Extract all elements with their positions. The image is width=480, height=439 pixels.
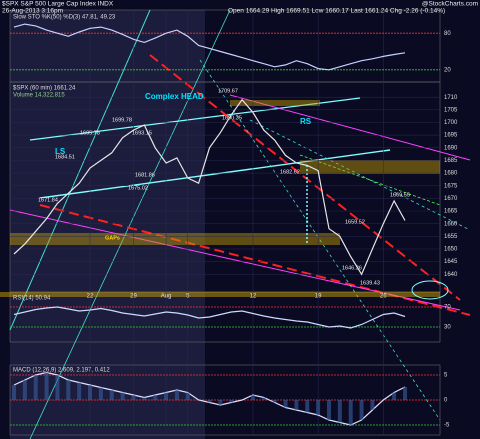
x-tick-label: 26	[380, 294, 387, 300]
point-label: 1690.35	[222, 115, 242, 121]
histogram-bar	[88, 385, 93, 400]
point-label: 1659.52	[345, 219, 365, 225]
y-tick-label: 80	[444, 31, 451, 37]
histogram-bar	[164, 392, 169, 400]
panel-label: RSI(14) 50.94	[13, 296, 51, 302]
point-label: 1639.43	[360, 280, 380, 286]
point-label: 1709.67	[218, 88, 238, 94]
y-tick-label: 70	[444, 305, 451, 311]
histogram-bar	[131, 395, 136, 400]
histogram-bar	[33, 375, 38, 400]
y-tick-label: 5	[444, 373, 448, 379]
point-label: 1693.15	[132, 130, 152, 136]
y-tick-label: 1695	[444, 133, 458, 139]
histogram-bar	[250, 395, 255, 400]
panel-label: Slow STO %K(50) %D(3) 47.81, 49.23	[13, 15, 116, 21]
point-label: 1695.78	[80, 130, 100, 136]
point-label: 1684.51	[55, 154, 75, 160]
histogram-bar	[392, 392, 397, 400]
y-tick-label: 20	[444, 67, 451, 73]
annotation-label: Complex HEAD	[145, 92, 204, 101]
series-line	[13, 306, 406, 329]
histogram-bar	[272, 400, 277, 403]
histogram-bar	[98, 387, 103, 400]
histogram-bar	[44, 372, 49, 400]
x-tick-label: 29	[130, 294, 137, 300]
histogram-bar	[120, 392, 125, 400]
y-tick-label: 1670	[444, 196, 458, 202]
histogram-bar	[337, 400, 342, 423]
panel-label: MACD (12,26,9) 2.609, 2.197, 0.412	[13, 368, 110, 374]
point-label: 1682.62	[280, 169, 300, 175]
histogram-bar	[77, 382, 82, 400]
histogram-bar	[12, 385, 16, 400]
trend-lines	[0, 9, 471, 439]
histogram-bar	[142, 397, 147, 400]
histogram-bar	[207, 400, 212, 403]
histogram-bar	[305, 400, 310, 413]
point-label: 1675.02	[128, 185, 148, 191]
point-label: 1681.86	[135, 172, 155, 178]
y-tick-label: 1700	[444, 120, 458, 126]
source: @StockCharts.com	[422, 1, 478, 8]
subtitle: 26-Aug-2013 3:16pm	[2, 8, 63, 15]
panel-label: $SPX (60 min) 1661.24	[13, 86, 76, 92]
histogram-bar	[294, 400, 299, 410]
histogram-bar	[403, 386, 407, 400]
series-line	[13, 98, 406, 276]
y-tick-label: 0	[444, 398, 448, 404]
y-tick-label: 1680	[444, 171, 458, 177]
histogram-bar	[55, 375, 60, 400]
annotation-label: RS	[300, 117, 312, 126]
point-label: 1646.36	[342, 265, 362, 271]
histogram-bar	[283, 400, 288, 408]
histogram-bar	[109, 390, 114, 400]
y-tick-label: 1705	[444, 107, 458, 113]
histogram-bar	[66, 380, 71, 400]
y-tick-label: -5	[444, 423, 450, 429]
y-tick-label: 1710	[444, 95, 458, 101]
annotation-label: GAPs	[105, 235, 120, 241]
y-tick-label: 1665	[444, 209, 458, 215]
volume-label: Volume 14,322,815	[13, 93, 65, 99]
histogram-bar	[359, 400, 364, 420]
y-tick-label: 1650	[444, 247, 458, 253]
histogram-bar	[370, 400, 375, 410]
title: $SPX S&P 500 Large Cap Index INDX	[2, 1, 114, 8]
point-label: 1671.84	[38, 197, 58, 203]
shaded-region	[10, 10, 205, 439]
histogram-bar	[22, 380, 27, 400]
annotation-label: LS	[55, 147, 66, 156]
y-tick-label: 1675	[444, 183, 458, 189]
quote: Open 1664.29 High 1669.51 Low 1660.17 La…	[228, 8, 445, 15]
y-tick-label: 1645	[444, 259, 458, 265]
histogram-bar	[153, 395, 158, 400]
x-tick-label: 22	[87, 294, 94, 300]
y-tick-label: 1685	[444, 158, 458, 164]
point-label: 1669.55	[390, 192, 410, 198]
y-tick-label: 30	[444, 325, 451, 331]
histogram-bar	[185, 392, 190, 400]
point-label: 1699.78	[112, 117, 132, 123]
x-tick-label: 19	[315, 294, 322, 300]
histogram-bar	[316, 400, 321, 415]
y-tick-label: 1655	[444, 234, 458, 240]
x-tick-label: Aug	[161, 294, 172, 300]
histogram-bar	[218, 400, 223, 405]
histogram-bar	[326, 400, 331, 420]
y-tick-label: 1690	[444, 145, 458, 151]
series-line	[13, 23, 406, 71]
histogram-bar	[348, 400, 353, 425]
histogram-bar	[261, 397, 266, 400]
y-tick-label: 1640	[444, 272, 458, 278]
histogram-bar	[229, 400, 234, 403]
y-tick-label: 1660	[444, 221, 458, 227]
histogram-bar	[174, 390, 179, 400]
x-tick-label: 5	[186, 294, 190, 300]
x-tick-label: 12	[250, 294, 257, 300]
